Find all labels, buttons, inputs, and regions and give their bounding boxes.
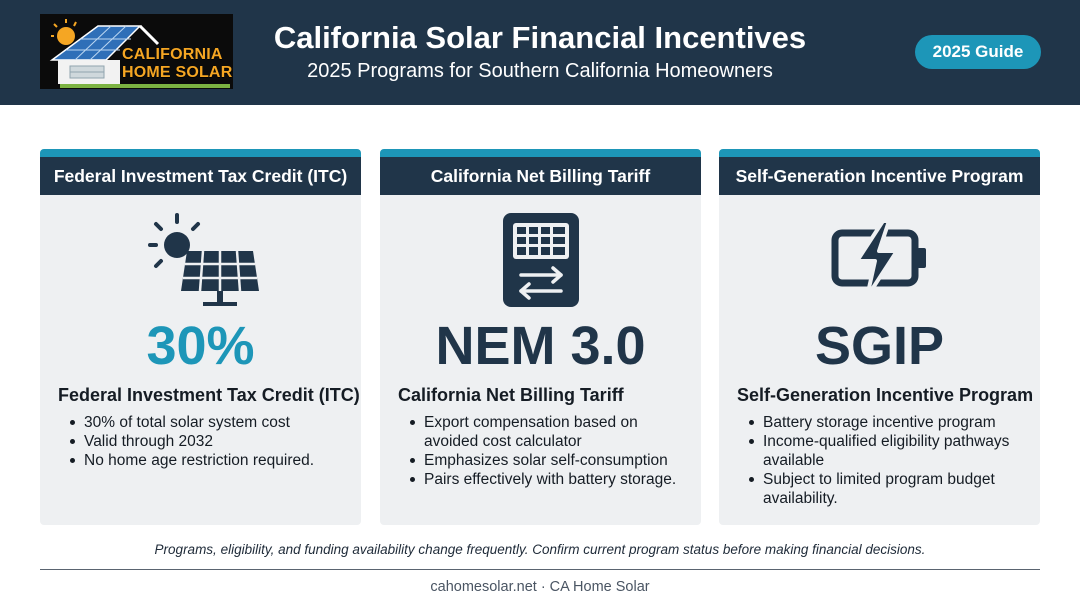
- card-bullet-list: Export compensation based on avoided cos…: [410, 413, 690, 489]
- card-bullet-list: 30% of total solar system cost Valid thr…: [70, 413, 350, 470]
- guide-year-badge: 2025 Guide: [915, 35, 1041, 69]
- brand-logo: CALIFORNIA HOME SOLAR: [40, 14, 233, 89]
- page-title: California Solar Financial Incentives: [273, 20, 807, 55]
- card-accent-bar: [40, 149, 361, 157]
- card-itc: Federal Investment Tax Credit (ITC): [40, 149, 361, 525]
- bullet-item: 30% of total solar system cost: [70, 413, 350, 432]
- card-accent-bar: [719, 149, 1040, 157]
- nem-headline-value: NEM 3.0: [435, 316, 646, 376]
- card-title: California Net Billing Tariff: [398, 385, 624, 405]
- card-sgip: Self-Generation Incentive Program SGIP S…: [719, 149, 1040, 525]
- card-header: Self-Generation Incentive Program: [719, 157, 1040, 195]
- logo-underline: [60, 84, 230, 88]
- bullet-item: Pairs effectively with battery storage.: [410, 470, 690, 489]
- card-bullet-list: Battery storage incentive program Income…: [749, 413, 1029, 508]
- bullet-item: Subject to limited program budget availa…: [749, 470, 1029, 508]
- card-header: California Net Billing Tariff: [380, 157, 701, 195]
- grid-exchange-meter-icon: [380, 211, 701, 311]
- bullet-item: Emphasizes solar self-consumption: [410, 451, 690, 470]
- card-net-billing: California Net Billing Tariff NEM 3.0 Ca…: [380, 149, 701, 525]
- battery-bolt-icon: [719, 211, 1040, 311]
- card-title: Federal Investment Tax Credit (ITC): [58, 385, 360, 405]
- card-header: Federal Investment Tax Credit (ITC): [40, 157, 361, 195]
- card-title: Self-Generation Incentive Program: [737, 385, 1034, 405]
- house-solar-logo-icon: [49, 19, 160, 84]
- card-accent-bar: [380, 149, 701, 157]
- disclaimer-note: Programs, eligibility, and funding avail…: [154, 542, 926, 557]
- footer-site-credit: cahomesolar.net · CA Home Solar: [430, 579, 650, 595]
- bullet-item: Income-qualified eligibility pathways av…: [749, 432, 1029, 470]
- bullet-item: Valid through 2032: [70, 432, 350, 451]
- itc-headline-value: 30%: [146, 316, 255, 376]
- logo-text-home-solar: HOME SOLAR: [122, 64, 233, 81]
- footer-divider: [40, 569, 1040, 570]
- header-banner: CALIFORNIA HOME SOLAR California Solar F…: [0, 0, 1080, 105]
- bullet-item: Export compensation based on avoided cos…: [410, 413, 690, 451]
- bullet-item: No home age restriction required.: [70, 451, 350, 470]
- sun-solar-panel-icon: [40, 211, 361, 311]
- logo-text-california: CALIFORNIA: [122, 46, 223, 63]
- sgip-headline-value: SGIP: [814, 316, 945, 376]
- page-subtitle: 2025 Programs for Southern California Ho…: [307, 60, 773, 82]
- bullet-item: Battery storage incentive program: [749, 413, 1029, 432]
